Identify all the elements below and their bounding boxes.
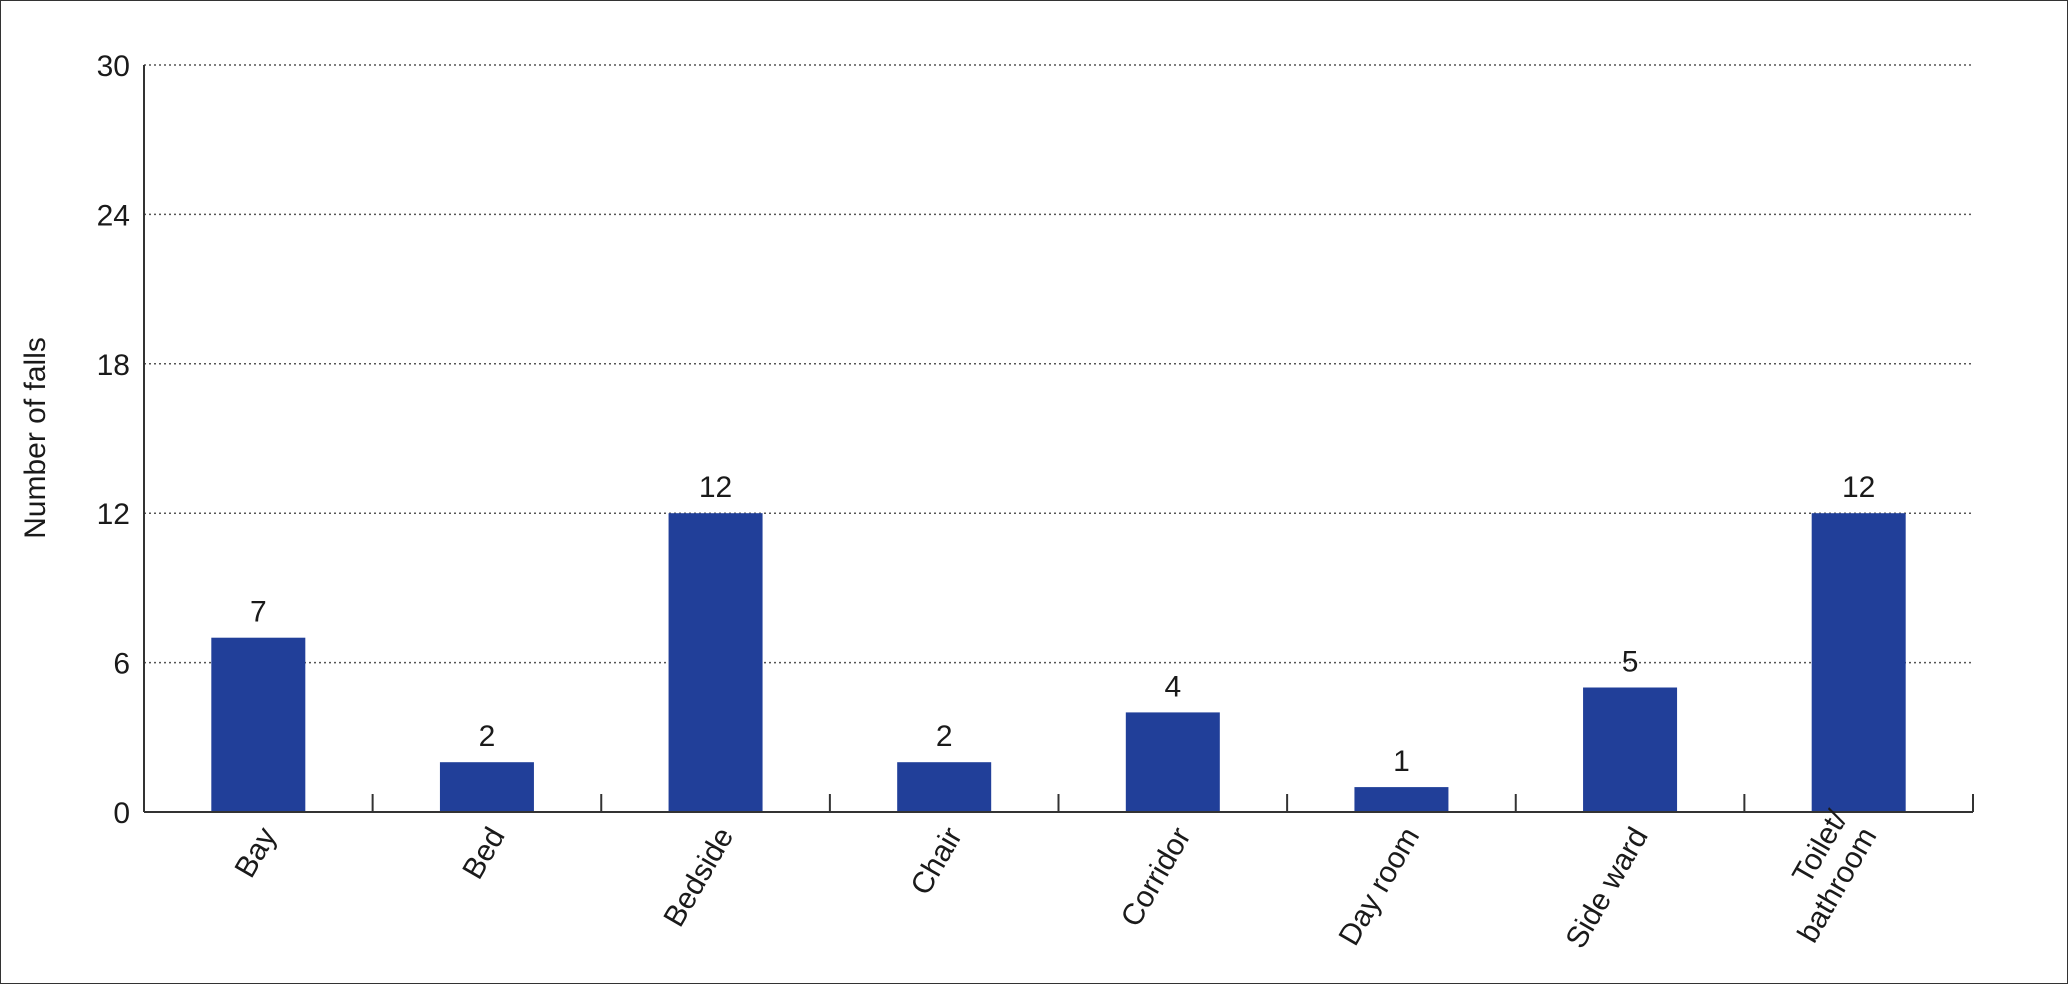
bar — [1354, 787, 1449, 812]
bar — [1583, 687, 1678, 812]
y-tick-label: 0 — [113, 797, 130, 830]
bar — [211, 637, 306, 812]
axes — [143, 65, 1974, 813]
y-tick-label: 30 — [97, 50, 130, 83]
x-tick-label: Chair — [904, 822, 968, 901]
bars — [211, 513, 1906, 812]
bar — [668, 513, 763, 812]
x-tick-label: Side ward — [1560, 822, 1655, 954]
data-label: 4 — [1164, 670, 1181, 703]
data-label: 2 — [936, 720, 953, 753]
bar — [439, 762, 534, 812]
y-tick-label: 24 — [97, 199, 130, 232]
y-tick-label: 6 — [113, 648, 130, 681]
gridlines — [144, 64, 1973, 664]
data-label: 12 — [1842, 471, 1875, 504]
bar — [1125, 712, 1220, 812]
bar — [897, 762, 992, 812]
data-label: 7 — [250, 596, 267, 629]
x-tick-label: Bed — [456, 822, 511, 885]
data-label: 5 — [1622, 646, 1639, 679]
x-tick-label: Day room — [1333, 822, 1427, 951]
y-tick-label: 12 — [97, 498, 130, 531]
x-tick-label: Bedside — [657, 822, 740, 932]
y-axis-title: Number of falls — [19, 337, 52, 539]
bar — [1811, 513, 1906, 812]
data-label: 1 — [1393, 745, 1410, 778]
data-label: 2 — [479, 720, 496, 753]
x-tick-label: Corridor — [1115, 822, 1198, 932]
x-tick-label: Bay — [229, 822, 283, 883]
y-tick-label: 18 — [97, 349, 130, 382]
data-label: 12 — [699, 471, 732, 504]
x-tick-label: Toilet/bathroom — [1762, 804, 1884, 948]
